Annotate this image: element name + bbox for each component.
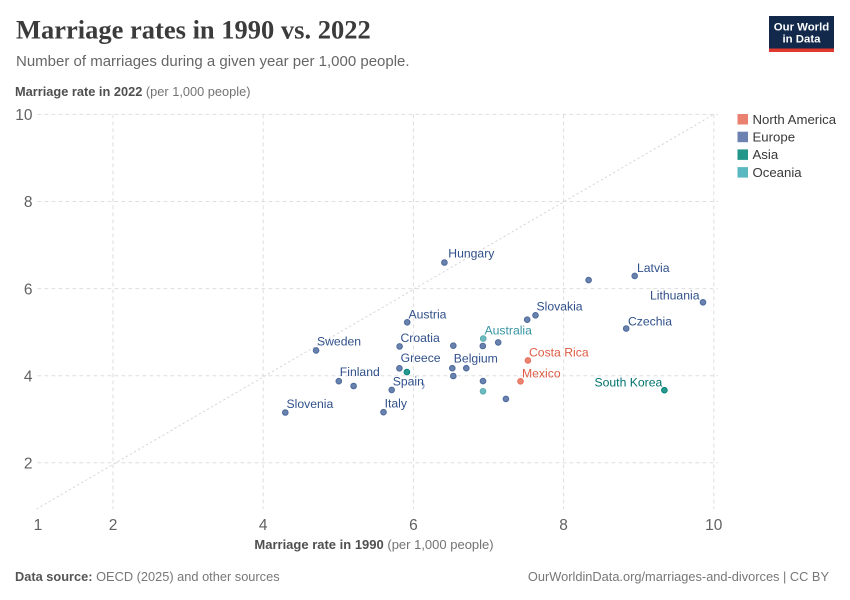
svg-text:Number of marriages during a g: Number of marriages during a given year … (16, 53, 410, 70)
svg-text:6: 6 (409, 517, 418, 534)
svg-text:Austria: Austria (409, 308, 447, 322)
svg-text:Costa Rica: Costa Rica (529, 346, 589, 360)
svg-text:Marriage rates in 1990 vs. 202: Marriage rates in 1990 vs. 2022 (16, 15, 371, 45)
svg-text:OurWorldinData.org/marriages-a: OurWorldinData.org/marriages-and-divorce… (528, 569, 830, 584)
svg-text:6: 6 (24, 281, 33, 298)
svg-text:Greece: Greece (401, 351, 441, 365)
svg-text:Slovakia: Slovakia (537, 300, 583, 314)
svg-text:Slovenia: Slovenia (287, 397, 334, 411)
svg-text:in Data: in Data (783, 34, 822, 46)
svg-text:Latvia: Latvia (637, 261, 670, 275)
svg-text:South Korea: South Korea (595, 376, 663, 390)
svg-text:Asia: Asia (753, 147, 779, 162)
svg-text:Data source: OECD (2025) and o: Data source: OECD (2025) and other sourc… (15, 569, 280, 584)
svg-text:Belgium: Belgium (454, 351, 498, 365)
svg-text:Our World: Our World (774, 22, 830, 34)
svg-text:Czechia: Czechia (628, 315, 672, 329)
svg-text:10: 10 (705, 517, 723, 534)
svg-text:Lithuania: Lithuania (650, 289, 700, 303)
svg-text:Croatia: Croatia (401, 331, 441, 345)
svg-text:2: 2 (24, 456, 33, 473)
svg-text:Hungary: Hungary (448, 247, 495, 261)
svg-text:Europe: Europe (753, 130, 796, 145)
svg-text:Spain: Spain (393, 374, 424, 388)
svg-text:Australia: Australia (485, 323, 533, 337)
svg-text:Marriage rate in 2022 (per 1,0: Marriage rate in 2022 (per 1,000 people) (15, 84, 250, 99)
svg-text:Mexico: Mexico (522, 366, 561, 380)
svg-text:4: 4 (259, 517, 268, 534)
svg-text:Oceania: Oceania (753, 165, 803, 180)
svg-text:Italy: Italy (385, 397, 408, 411)
svg-text:4: 4 (24, 368, 33, 385)
svg-text:Finland: Finland (340, 365, 380, 379)
svg-text:10: 10 (15, 107, 33, 124)
svg-text:2: 2 (109, 517, 118, 534)
svg-text:1: 1 (34, 517, 43, 534)
svg-text:Marriage rate in 1990 (per 1,0: Marriage rate in 1990 (per 1,000 people) (254, 537, 493, 552)
svg-text:North America: North America (753, 112, 837, 127)
svg-text:Sweden: Sweden (317, 335, 361, 349)
svg-text:8: 8 (559, 517, 568, 534)
svg-text:8: 8 (24, 194, 33, 211)
